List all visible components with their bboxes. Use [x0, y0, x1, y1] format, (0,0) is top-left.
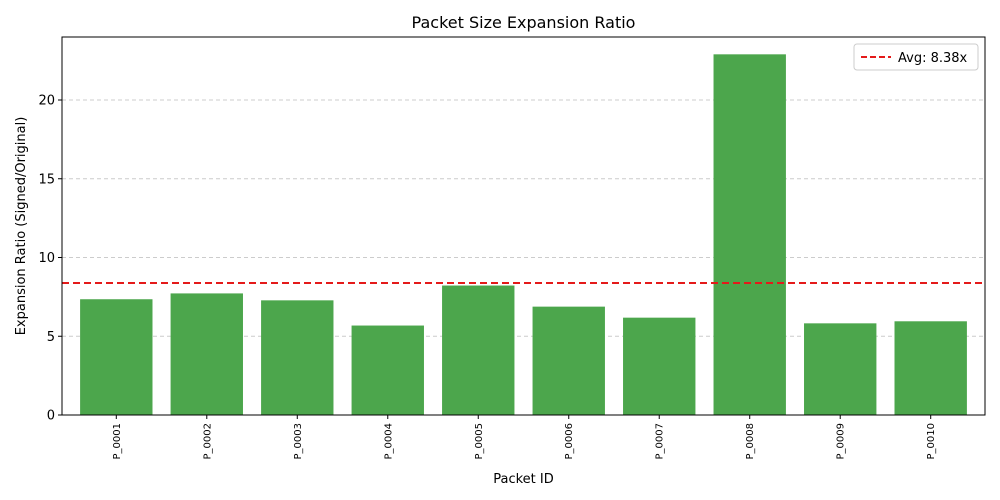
x-axis-ticks: P_0001 P_0002 P_0003 P_0004 P_0005 P_0006 P_00… [112, 415, 937, 459]
x-axis-label: Packet ID [493, 472, 554, 487]
y-axis-ticks: 0 5 10 15 20 [38, 94, 62, 424]
legend-label-avg: Avg: 8.38x [898, 51, 968, 66]
x-tick-label: P_0009 [836, 423, 847, 459]
y-tick-label: 10 [38, 251, 55, 266]
x-tick-label: P_0010 [926, 423, 937, 459]
legend-box [853, 43, 979, 71]
plot-frame [61, 36, 986, 416]
bar-p-0004 [351, 325, 424, 415]
x-tick-label: P_0004 [383, 423, 394, 459]
bar-p-0002 [170, 293, 243, 415]
bars [80, 54, 967, 415]
y-tick-label: 20 [38, 94, 55, 109]
bar-p-0005 [442, 285, 515, 415]
y-tick-label: 0 [47, 409, 55, 424]
legend: Avg: 8.38x [853, 43, 979, 71]
bar-p-0006 [532, 306, 605, 415]
x-tick-label: P_0003 [293, 423, 304, 459]
bar-p-0009 [804, 323, 877, 415]
x-tick-label: P_0006 [564, 423, 575, 459]
bar-p-0008 [713, 54, 786, 415]
bar-p-0010 [894, 321, 967, 415]
bar-p-0001 [80, 299, 153, 415]
x-tick-label: P_0007 [655, 423, 666, 459]
y-axis-label: Expansion Ratio (Signed/Original) [14, 117, 29, 336]
x-tick-label: P_0008 [745, 423, 756, 459]
y-tick-label: 5 [47, 330, 55, 345]
x-tick-label: P_0005 [474, 423, 485, 459]
y-tick-label: 15 [38, 172, 55, 187]
x-tick-label: P_0002 [202, 423, 213, 459]
bar-p-0003 [261, 300, 334, 415]
bar-p-0007 [623, 317, 696, 415]
chart-title: Packet Size Expansion Ratio [412, 13, 636, 32]
x-tick-label: P_0001 [112, 423, 123, 459]
